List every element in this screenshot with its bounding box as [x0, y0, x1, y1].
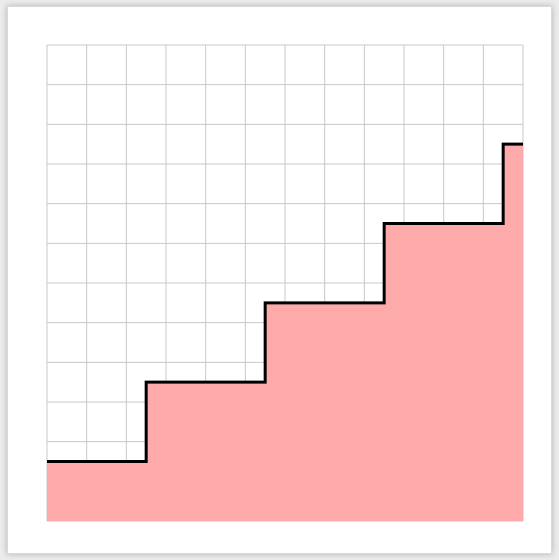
staircase-diagram: [46, 44, 524, 522]
staircase-fill: [47, 144, 523, 521]
staircase-outline: [47, 142, 523, 463]
diagram-card: [7, 6, 552, 554]
